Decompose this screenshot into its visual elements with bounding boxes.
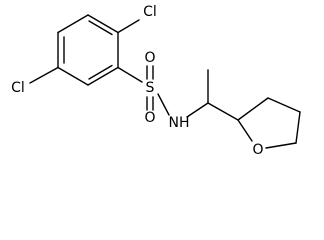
atom-label: O [252, 142, 263, 158]
atom-label: Cl [11, 80, 25, 96]
bonds [29, 14, 301, 149]
atom-label: O [144, 110, 155, 126]
atom-label: O [144, 50, 155, 66]
atom-label: Cl [143, 4, 157, 20]
atom-label: NH [169, 115, 190, 131]
structure: Cl Cl S O O NH O [11, 4, 301, 158]
atom-label: S [146, 80, 155, 96]
